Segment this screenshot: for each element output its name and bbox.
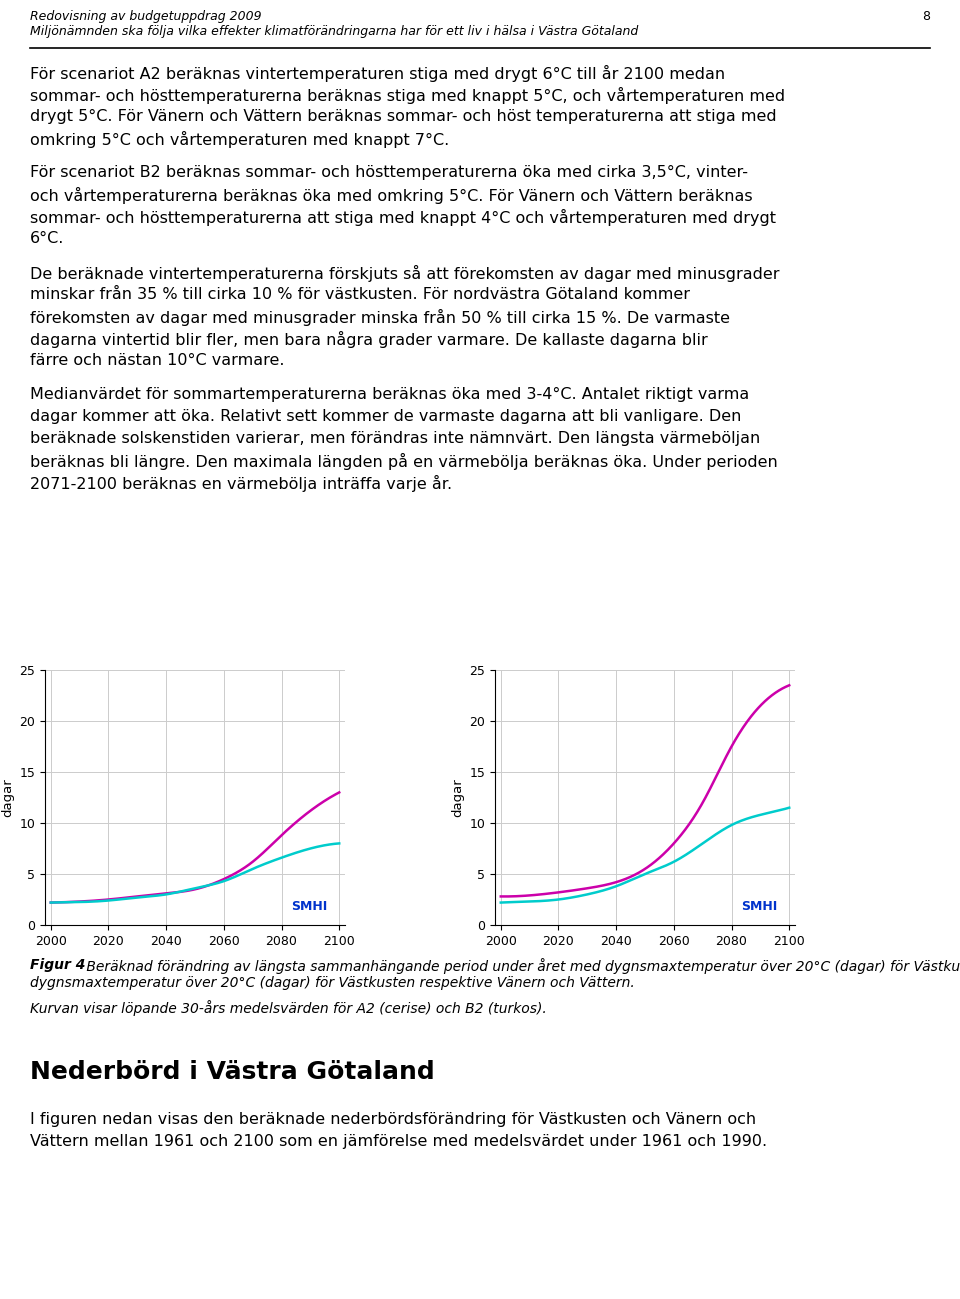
Text: beräknas bli längre. Den maximala längden på en värmebölja beräknas öka. Under p: beräknas bli längre. Den maximala längde…: [30, 453, 778, 470]
Text: minskar från 35 % till cirka 10 % för västkusten. För nordvästra Götaland kommer: minskar från 35 % till cirka 10 % för vä…: [30, 287, 690, 301]
Text: SMHI: SMHI: [291, 900, 327, 913]
Text: Redovisning av budgetuppdrag 2009: Redovisning av budgetuppdrag 2009: [30, 10, 262, 23]
Text: dygnsmaxtemperatur över 20°C (dagar) för Västkusten respektive Vänern och Vätter: dygnsmaxtemperatur över 20°C (dagar) för…: [30, 976, 635, 990]
Text: och vårtemperaturerna beräknas öka med omkring 5°C. För Vänern och Vättern beräk: och vårtemperaturerna beräknas öka med o…: [30, 187, 753, 204]
Text: SMHI: SMHI: [741, 900, 778, 913]
Text: drygt 5°C. För Vänern och Vättern beräknas sommar- och höst temperaturerna att s: drygt 5°C. För Vänern och Vättern beräkn…: [30, 109, 777, 123]
Text: beräknade solskenstiden varierar, men förändras inte nämnvärt. Den längsta värme: beräknade solskenstiden varierar, men fö…: [30, 431, 760, 446]
Text: 6°C.: 6°C.: [30, 231, 64, 246]
Text: sommar- och hösttemperaturerna beräknas stiga med knappt 5°C, och vårtemperature: sommar- och hösttemperaturerna beräknas …: [30, 87, 785, 104]
Text: Medianvärdet för sommartemperaturerna beräknas öka med 3-4°C. Antalet riktigt va: Medianvärdet för sommartemperaturerna be…: [30, 387, 749, 401]
Text: färre och nästan 10°C varmare.: färre och nästan 10°C varmare.: [30, 353, 284, 368]
Text: Figur 4: Figur 4: [30, 957, 85, 972]
Text: förekomsten av dagar med minusgrader minska från 50 % till cirka 15 %. De varmas: förekomsten av dagar med minusgrader min…: [30, 309, 730, 326]
Text: De beräknade vintertemperaturerna förskjuts så att förekomsten av dagar med minu: De beräknade vintertemperaturerna förskj…: [30, 265, 780, 282]
Text: sommar- och hösttemperaturerna att stiga med knappt 4°C och vårtemperaturen med : sommar- och hösttemperaturerna att stiga…: [30, 209, 776, 226]
Text: Kurvan visar löpande 30-års medelsvärden för A2 (cerise) och B2 (turkos).: Kurvan visar löpande 30-års medelsvärden…: [30, 1000, 547, 1016]
Text: omkring 5°C och vårtemperaturen med knappt 7°C.: omkring 5°C och vårtemperaturen med knap…: [30, 131, 449, 148]
Text: För scenariot B2 beräknas sommar- och hösttemperaturerna öka med cirka 3,5°C, vi: För scenariot B2 beräknas sommar- och hö…: [30, 165, 748, 181]
Text: Vättern mellan 1961 och 2100 som en jämförelse med medelsvärdet under 1961 och 1: Vättern mellan 1961 och 2100 som en jämf…: [30, 1134, 767, 1150]
Text: dagar kommer att öka. Relativt sett kommer de varmaste dagarna att bli vanligare: dagar kommer att öka. Relativt sett komm…: [30, 409, 741, 423]
Y-axis label: dagar: dagar: [451, 778, 464, 817]
Text: dagarna vintertid blir fler, men bara några grader varmare. De kallaste dagarna : dagarna vintertid blir fler, men bara nå…: [30, 331, 708, 348]
Text: Beräknad förändring av längsta sammanhängande period under året med dygnsmaxtemp: Beräknad förändring av längsta sammanhän…: [82, 957, 960, 974]
Text: För scenariot A2 beräknas vintertemperaturen stiga med drygt 6°C till år 2100 me: För scenariot A2 beräknas vintertemperat…: [30, 65, 725, 82]
Text: I figuren nedan visas den beräknade nederbördsförändring för Västkusten och Väne: I figuren nedan visas den beräknade nede…: [30, 1112, 756, 1128]
Text: Miljönämnden ska följa vilka effekter klimatförändringarna har för ett liv i häl: Miljönämnden ska följa vilka effekter kl…: [30, 25, 638, 38]
Text: Nederbörd i Västra Götaland: Nederbörd i Västra Götaland: [30, 1060, 435, 1083]
Text: 8: 8: [922, 10, 930, 23]
Y-axis label: dagar: dagar: [1, 778, 13, 817]
Text: 2071-2100 beräknas en värmebölja inträffa varje år.: 2071-2100 beräknas en värmebölja inträff…: [30, 475, 452, 492]
